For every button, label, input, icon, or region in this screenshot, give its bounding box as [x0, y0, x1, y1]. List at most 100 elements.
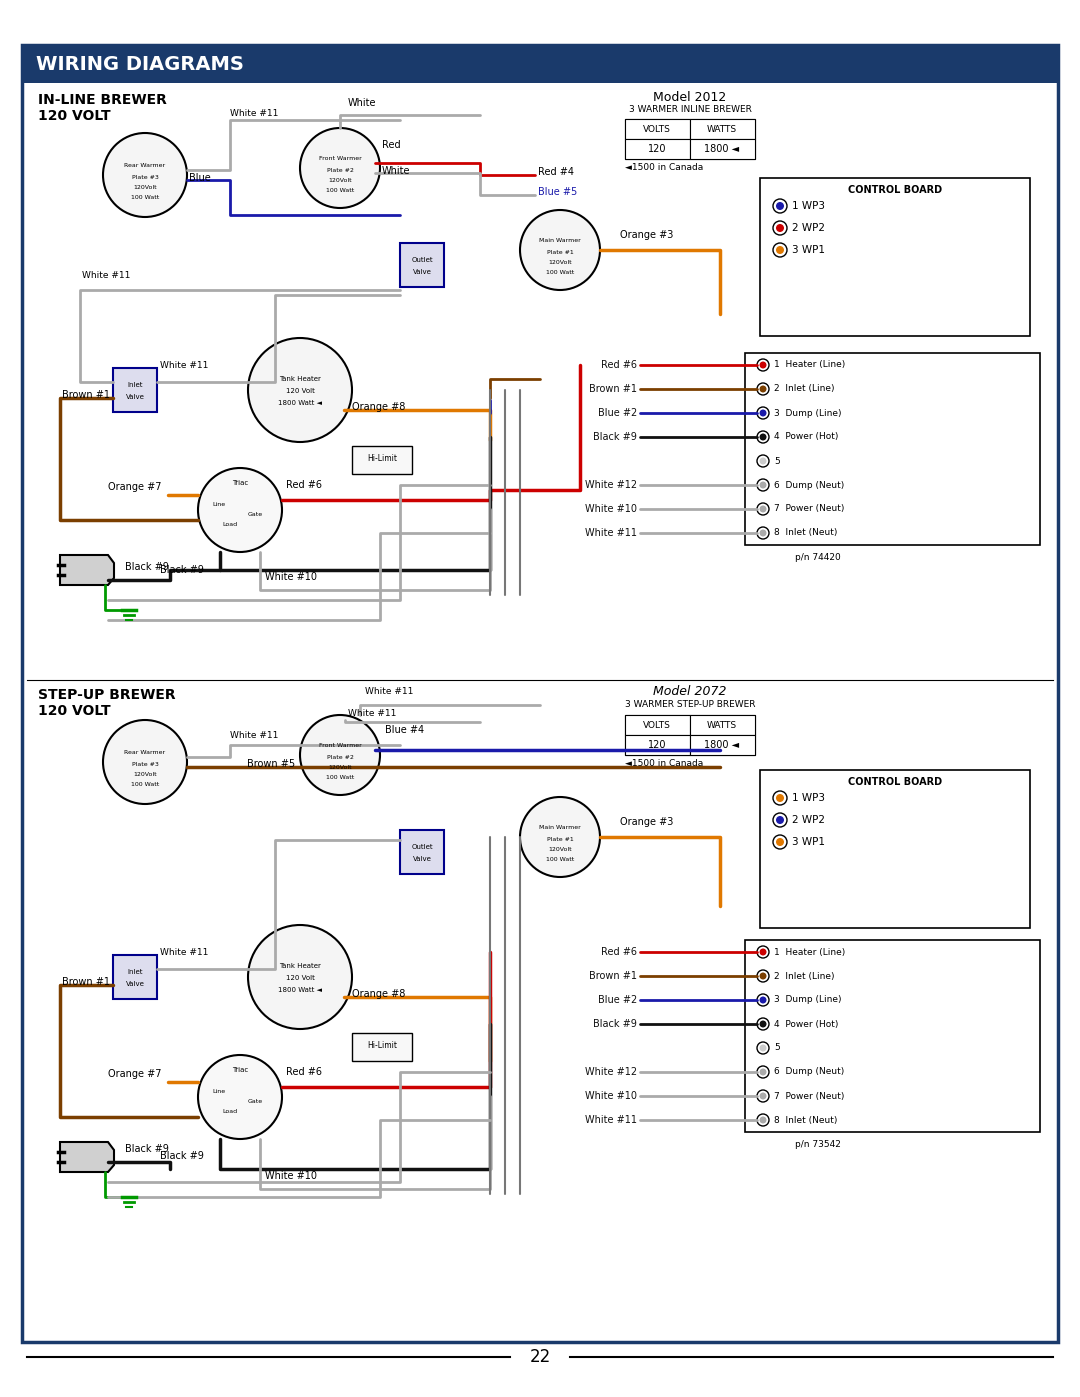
Text: Blue #2: Blue #2 [597, 995, 637, 1004]
Circle shape [757, 503, 769, 515]
Text: White #11: White #11 [230, 109, 279, 117]
Text: White #11: White #11 [230, 731, 279, 740]
Circle shape [759, 506, 767, 513]
Text: 2  Inlet (Line): 2 Inlet (Line) [774, 384, 835, 394]
Text: Main Warmer: Main Warmer [539, 237, 581, 243]
Circle shape [300, 715, 380, 795]
Text: Brown #5: Brown #5 [247, 759, 295, 768]
Text: 1800 ◄: 1800 ◄ [704, 740, 740, 750]
Text: 120: 120 [648, 144, 666, 154]
Text: Black #9: Black #9 [593, 1018, 637, 1030]
Text: Valve: Valve [125, 394, 145, 400]
Text: 5: 5 [774, 1044, 780, 1052]
Text: Outlet: Outlet [411, 844, 433, 849]
Text: 7  Power (Neut): 7 Power (Neut) [774, 1091, 845, 1101]
Circle shape [759, 433, 767, 440]
Text: Main Warmer: Main Warmer [539, 826, 581, 830]
Text: Plate #3: Plate #3 [132, 761, 159, 767]
Text: 120: 120 [648, 740, 666, 750]
Text: Black #9: Black #9 [160, 1151, 204, 1161]
Text: Line: Line [212, 1090, 225, 1094]
Circle shape [773, 198, 787, 212]
Polygon shape [60, 1141, 114, 1172]
Circle shape [759, 457, 767, 464]
Circle shape [248, 338, 352, 441]
Text: White #11: White #11 [585, 1115, 637, 1125]
Text: Inlet: Inlet [127, 970, 143, 975]
Text: 100 Watt: 100 Watt [545, 270, 575, 275]
Text: 22: 22 [529, 1348, 551, 1366]
Bar [113, 956, 157, 999]
Circle shape [773, 791, 787, 805]
Text: Brown #1: Brown #1 [589, 384, 637, 394]
Text: 1 WP3: 1 WP3 [792, 793, 825, 803]
Text: Outlet: Outlet [411, 257, 433, 263]
Text: WATTS: WATTS [707, 721, 737, 729]
Bar [625, 715, 755, 754]
Circle shape [759, 1069, 767, 1076]
Text: Gate: Gate [248, 1099, 264, 1104]
Text: 2 WP2: 2 WP2 [792, 224, 825, 233]
Text: White: White [382, 166, 410, 176]
Circle shape [757, 359, 769, 372]
Text: Model 2012: Model 2012 [653, 91, 727, 103]
Text: 6  Dump (Neut): 6 Dump (Neut) [774, 481, 845, 489]
Text: Model 2072: Model 2072 [653, 685, 727, 698]
Circle shape [773, 813, 787, 827]
Text: Front Warmer: Front Warmer [319, 156, 362, 161]
Text: 120 Volt: 120 Volt [285, 388, 314, 394]
Text: 1800 Watt ◄: 1800 Watt ◄ [278, 400, 322, 407]
Bar [625, 119, 690, 138]
Circle shape [757, 455, 769, 467]
Text: Line: Line [212, 502, 225, 507]
Bar [113, 367, 157, 412]
Text: Blue #5: Blue #5 [538, 187, 577, 197]
Circle shape [519, 798, 600, 877]
Text: 120Volt: 120Volt [133, 773, 157, 777]
Text: WATTS: WATTS [707, 124, 737, 134]
Text: 3  Dump (Line): 3 Dump (Line) [774, 996, 841, 1004]
Text: 100 Watt: 100 Watt [326, 775, 354, 780]
Text: White #10: White #10 [265, 571, 318, 583]
Circle shape [759, 529, 767, 536]
Text: White #10: White #10 [265, 1171, 318, 1180]
Text: ◄1500 in Canada: ◄1500 in Canada [625, 163, 703, 172]
Bar [745, 940, 1040, 1132]
Circle shape [519, 210, 600, 291]
Text: White #11: White #11 [160, 360, 208, 370]
Text: 120 VOLT: 120 VOLT [38, 704, 110, 718]
Text: 100 Watt: 100 Watt [545, 856, 575, 862]
Bar [690, 138, 755, 159]
Text: 120Volt: 120Volt [133, 184, 157, 190]
Circle shape [759, 1045, 767, 1052]
Bar [400, 243, 444, 286]
Text: White #11: White #11 [160, 949, 208, 957]
Text: 120Volt: 120Volt [549, 847, 571, 852]
Circle shape [777, 838, 784, 847]
Circle shape [759, 482, 767, 489]
Text: Valve: Valve [125, 981, 145, 988]
Text: White: White [348, 98, 377, 108]
Text: p/n 74420: p/n 74420 [795, 553, 840, 562]
Text: Plate #2: Plate #2 [326, 168, 353, 173]
Circle shape [757, 946, 769, 958]
Text: Rear Warmer: Rear Warmer [124, 163, 165, 168]
Text: Black #9: Black #9 [593, 432, 637, 441]
Circle shape [759, 949, 767, 956]
Text: 1  Heater (Line): 1 Heater (Line) [774, 360, 846, 369]
Text: Blue #4: Blue #4 [384, 725, 424, 735]
Text: Triac: Triac [232, 1067, 248, 1073]
Text: White #10: White #10 [585, 1091, 637, 1101]
Text: Inlet: Inlet [127, 381, 143, 388]
Text: 3 WP1: 3 WP1 [792, 837, 825, 847]
Text: Load: Load [222, 1109, 238, 1113]
Text: White #11: White #11 [82, 271, 131, 279]
Text: 120 VOLT: 120 VOLT [38, 109, 110, 123]
Circle shape [759, 1020, 767, 1028]
Text: White #11: White #11 [585, 528, 637, 538]
Text: 100 Watt: 100 Watt [131, 782, 159, 787]
Bar [690, 119, 755, 138]
Text: CONTROL BOARD: CONTROL BOARD [848, 184, 942, 196]
Text: 1 WP3: 1 WP3 [792, 201, 825, 211]
Circle shape [773, 243, 787, 257]
